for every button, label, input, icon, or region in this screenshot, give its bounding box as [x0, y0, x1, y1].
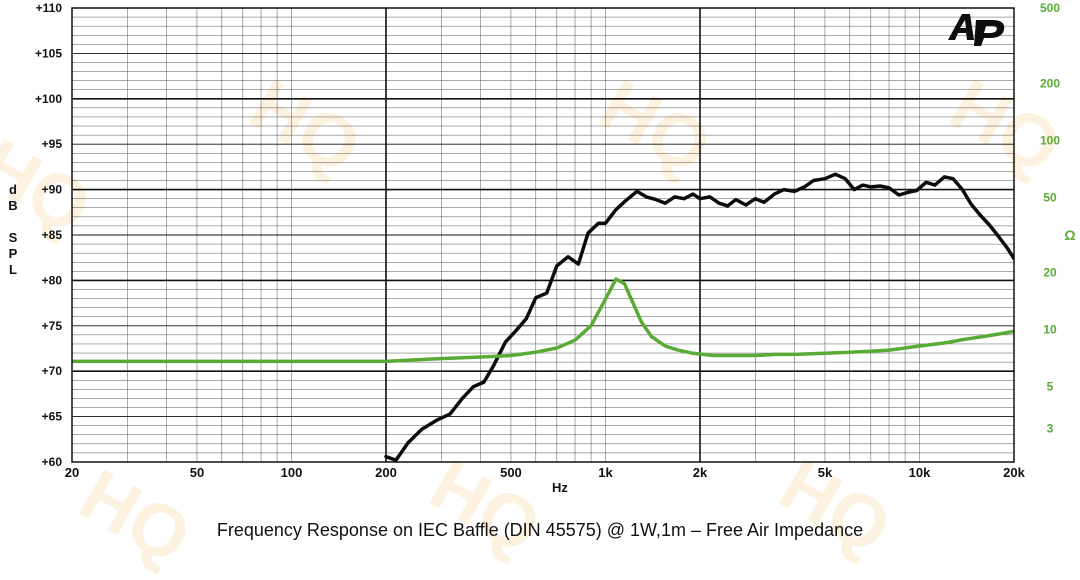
y-left-axis-label-letter: d — [9, 182, 17, 197]
y-right-tick-label: 5 — [1047, 380, 1054, 394]
y-left-tick-label: +70 — [42, 364, 63, 378]
x-tick-labels: 20 50 100 200 500 1k 2k 5k 10k 20k — [65, 465, 1026, 480]
y-left-tick-label: +105 — [35, 46, 62, 60]
x-tick-label: 100 — [281, 465, 303, 480]
x-tick-label: 200 — [375, 465, 397, 480]
x-tick-label: 10k — [909, 465, 931, 480]
y-right-tick-label: 100 — [1040, 133, 1060, 147]
y-left-tick-label: +85 — [42, 228, 63, 242]
y-left-axis-label: dB SPL — [8, 182, 17, 277]
x-axis-label: Hz — [552, 480, 568, 495]
y-left-tick-label: +80 — [42, 273, 63, 287]
x-tick-label: 20 — [65, 465, 79, 480]
y-left-tick-label: +95 — [42, 137, 63, 151]
grid-major — [72, 8, 1014, 462]
x-tick-label: 50 — [190, 465, 204, 480]
y-left-axis-label-letter: B — [8, 198, 17, 213]
y-right-tick-label: 20 — [1043, 266, 1057, 280]
y-right-tick-label: 10 — [1043, 323, 1057, 337]
spl-response-line — [384, 172, 1014, 462]
x-tick-label: 1k — [598, 465, 613, 480]
y-left-axis-label-letter: S — [9, 230, 18, 245]
y-left-axis-label-letter: P — [9, 246, 18, 261]
y-right-tick-label: 500 — [1040, 1, 1060, 15]
x-tick-label: 5k — [818, 465, 833, 480]
y-right-tick-label: 50 — [1043, 190, 1057, 204]
y-right-tick-label: 3 — [1047, 422, 1054, 436]
y-right-tick-label: 200 — [1040, 76, 1060, 90]
y-left-tick-labels: +60 +65 +70 +75 +80 +85 +90 +95 +100 +105 +110 — [35, 1, 62, 469]
y-left-tick-label: +60 — [42, 455, 63, 469]
y-left-axis-label-letter: L — [9, 262, 17, 277]
series-layer — [72, 172, 1014, 462]
y-left-tick-label: +65 — [42, 410, 63, 424]
plot-frame — [71, 7, 1015, 463]
chart-title: Frequency Response on IEC Baffle (DIN 45… — [216, 520, 864, 540]
y-left-tick-label: +75 — [42, 319, 63, 333]
x-tick-label: 20k — [1003, 465, 1025, 480]
y-right-tick-labels: 3 5 10 20 50 100 200 500 — [1040, 1, 1060, 436]
ap-logo-icon — [948, 14, 1005, 46]
x-tick-label: 500 — [500, 465, 522, 480]
y-left-tick-label: +110 — [36, 1, 63, 15]
y-right-axis-label: Ω — [1064, 227, 1075, 243]
impedance-line — [72, 277, 1014, 364]
grid-minor — [72, 8, 1014, 462]
y-left-tick-label: +90 — [42, 183, 63, 197]
x-tick-label: 2k — [693, 465, 708, 480]
y-left-tick-label: +100 — [35, 92, 62, 106]
